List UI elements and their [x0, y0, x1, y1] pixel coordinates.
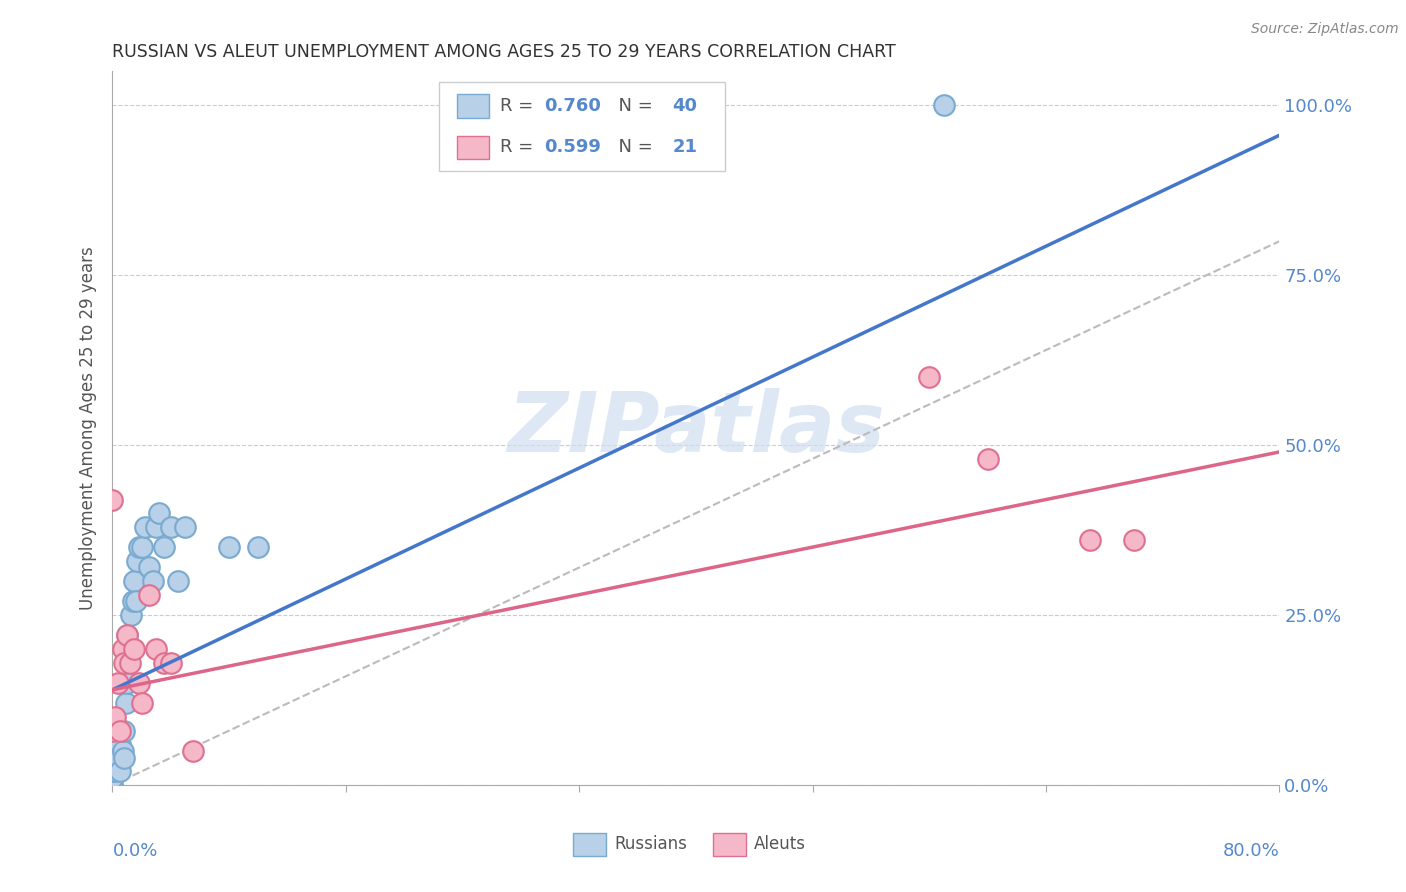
Point	[932, 98, 955, 112]
Text: N =: N =	[607, 138, 659, 156]
Point	[167, 574, 190, 588]
Text: 0.0%: 0.0%	[112, 842, 157, 860]
Point	[114, 697, 136, 711]
Point	[138, 588, 160, 602]
Point	[181, 744, 204, 758]
Text: 0.760: 0.760	[544, 96, 602, 114]
Point	[104, 710, 127, 724]
Point	[138, 560, 160, 574]
Point	[111, 744, 134, 758]
Point	[152, 656, 174, 670]
Point	[104, 764, 127, 779]
Point	[174, 519, 197, 533]
Point	[101, 778, 124, 792]
Y-axis label: Unemployment Among Ages 25 to 29 years: Unemployment Among Ages 25 to 29 years	[79, 246, 97, 610]
Point	[247, 540, 270, 554]
Text: ZIPatlas: ZIPatlas	[508, 388, 884, 468]
Point	[148, 506, 170, 520]
Point	[115, 628, 138, 642]
Point	[105, 757, 128, 772]
Point	[101, 757, 124, 772]
Point	[115, 676, 138, 690]
Point	[118, 642, 141, 657]
Point	[131, 540, 153, 554]
FancyBboxPatch shape	[574, 833, 606, 856]
Point	[124, 574, 146, 588]
Text: RUSSIAN VS ALEUT UNEMPLOYMENT AMONG AGES 25 TO 29 YEARS CORRELATION CHART: RUSSIAN VS ALEUT UNEMPLOYMENT AMONG AGES…	[112, 44, 896, 62]
Point	[131, 697, 153, 711]
Text: N =: N =	[607, 96, 659, 114]
Point	[160, 519, 183, 533]
Point	[118, 656, 141, 670]
Point	[111, 642, 134, 657]
Point	[218, 540, 240, 554]
Text: Source: ZipAtlas.com: Source: ZipAtlas.com	[1251, 22, 1399, 37]
FancyBboxPatch shape	[439, 82, 725, 171]
Point	[125, 594, 148, 608]
Point	[101, 723, 124, 738]
Point	[112, 656, 135, 670]
Point	[108, 764, 131, 779]
Point	[112, 723, 135, 738]
Point	[1122, 533, 1144, 548]
Text: 40: 40	[672, 96, 697, 114]
Text: Aleuts: Aleuts	[755, 835, 806, 853]
Text: Russians: Russians	[614, 835, 688, 853]
Text: 0.599: 0.599	[544, 138, 602, 156]
Point	[110, 723, 132, 738]
Text: R =: R =	[501, 96, 538, 114]
Point	[101, 492, 124, 507]
FancyBboxPatch shape	[713, 833, 747, 856]
Point	[128, 540, 150, 554]
Point	[127, 554, 149, 568]
Point	[145, 519, 167, 533]
Point	[142, 574, 165, 588]
Point	[160, 656, 183, 670]
Point	[101, 764, 124, 779]
Point	[107, 751, 129, 765]
Point	[101, 778, 124, 792]
Point	[112, 751, 135, 765]
Text: 21: 21	[672, 138, 697, 156]
Point	[134, 519, 156, 533]
Text: 80.0%: 80.0%	[1223, 842, 1279, 860]
Point	[108, 723, 131, 738]
Point	[104, 744, 127, 758]
Point	[120, 608, 142, 623]
Point	[976, 451, 998, 466]
Point	[101, 771, 124, 785]
Point	[122, 594, 145, 608]
Point	[124, 642, 146, 657]
FancyBboxPatch shape	[457, 136, 489, 159]
Point	[105, 737, 128, 751]
Point	[918, 370, 941, 384]
FancyBboxPatch shape	[457, 95, 489, 118]
Point	[107, 676, 129, 690]
Point	[108, 737, 131, 751]
Point	[128, 676, 150, 690]
Point	[152, 540, 174, 554]
Point	[115, 628, 138, 642]
Point	[101, 751, 124, 765]
Point	[145, 642, 167, 657]
Text: R =: R =	[501, 138, 538, 156]
Point	[1078, 533, 1101, 548]
